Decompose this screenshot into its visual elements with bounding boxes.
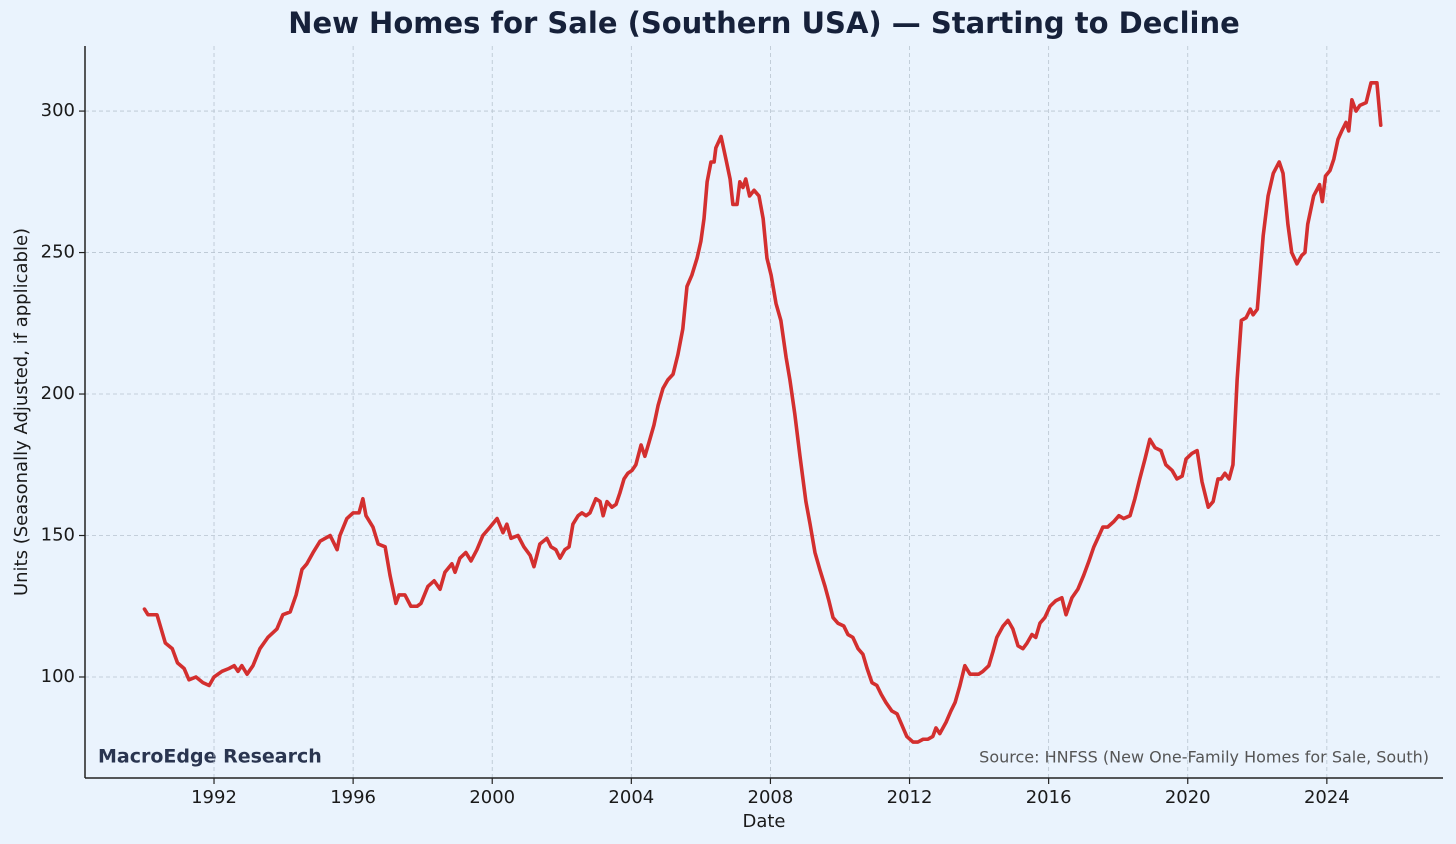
chart-title: New Homes for Sale (Southern USA) — Star… xyxy=(288,6,1240,40)
x-tick-label: 2000 xyxy=(469,787,515,808)
x-tick-label: 2004 xyxy=(608,787,654,808)
y-tick-label: 100 xyxy=(41,666,75,687)
y-tick-label: 250 xyxy=(41,242,75,263)
y-tick-label: 150 xyxy=(41,525,75,546)
x-tick-label: 2024 xyxy=(1304,787,1350,808)
x-tick-label: 2008 xyxy=(748,787,794,808)
data-line xyxy=(142,80,1383,744)
y-tick-label: 200 xyxy=(41,383,75,404)
x-tick-label: 2020 xyxy=(1165,787,1211,808)
x-axis-label: Date xyxy=(742,811,785,832)
x-tick-label: 2016 xyxy=(1026,787,1072,808)
y-tick-label: 300 xyxy=(41,100,75,121)
x-tick-label: 1996 xyxy=(330,787,376,808)
brand-annotation: MacroEdge Research xyxy=(98,746,322,768)
source-annotation: Source: HNFSS (New One-Family Homes for … xyxy=(979,748,1429,767)
x-tick-label: 2012 xyxy=(887,787,933,808)
x-tick-label: 1992 xyxy=(191,787,237,808)
y-axis-label: Units (Seasonally Adjusted, if applicabl… xyxy=(11,228,32,596)
